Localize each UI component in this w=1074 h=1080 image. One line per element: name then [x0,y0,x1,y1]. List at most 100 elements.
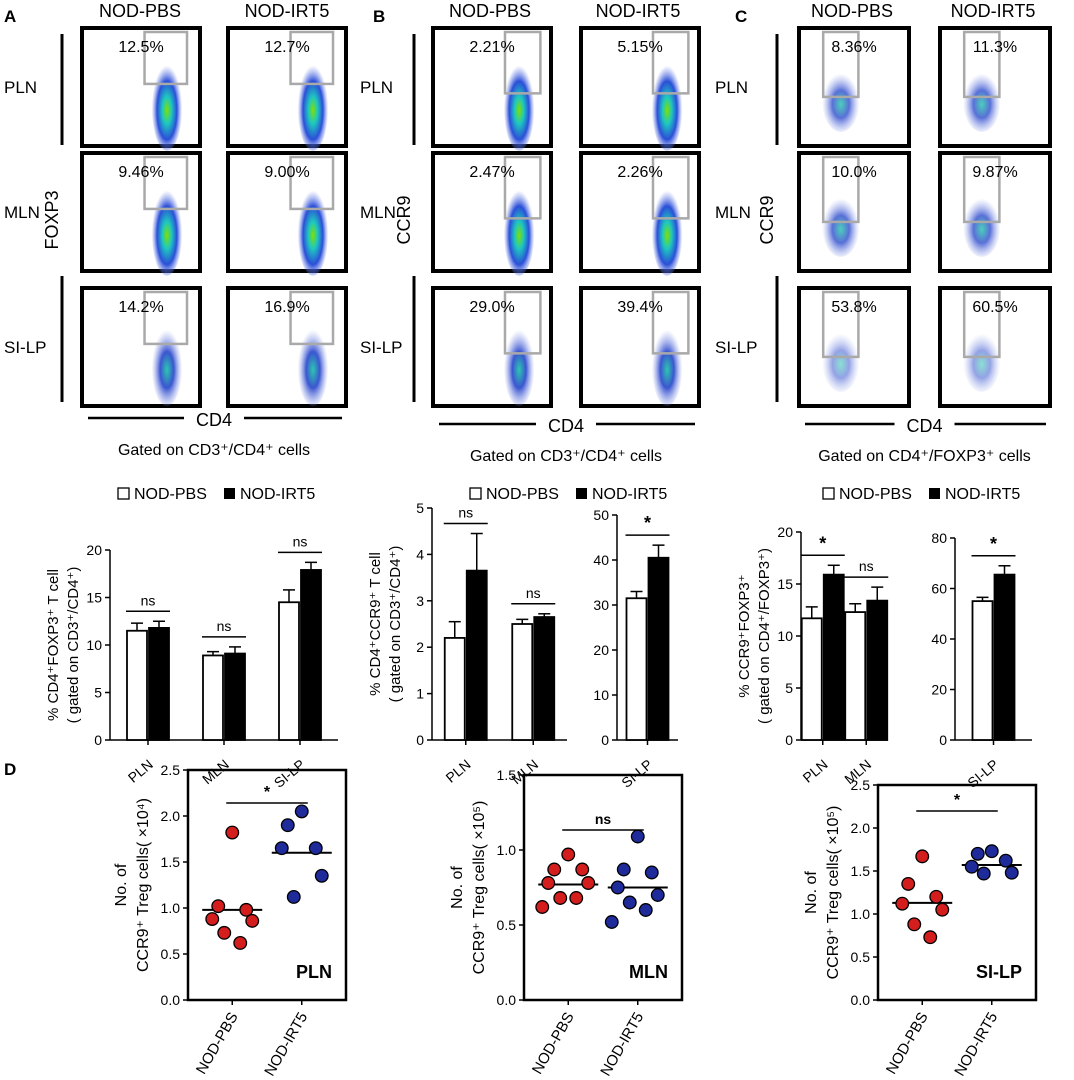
x-tick-label: NOD-PBS [883,1010,932,1078]
data-point [604,915,619,929]
y-tick-label: 0 [939,732,947,748]
gate-percentage: 9.00% [264,164,309,181]
flow-plot: 29.0% [431,286,553,408]
flow-plot: 9.46% [80,151,202,276]
y-axis-title: No. of [449,866,466,909]
bar-NOD-IRT5 [148,627,170,741]
gate-percentage: 16.9% [264,299,309,316]
data-point [895,896,910,911]
flow-plot: 12.5% [80,26,202,151]
gate-box [962,290,1001,359]
data-point [245,913,260,928]
y-tick-label: 2.5 [161,762,181,778]
y-tick-label: 0.0 [161,992,181,1008]
data-point [622,895,637,910]
gate-percentage: 60.5% [972,299,1017,316]
flow-plot: 16.9% [226,286,348,408]
tissue-label: MLN [629,962,668,982]
gating-note: Gated on CD3⁺/CD4⁺ cells [118,442,310,459]
data-point [274,841,289,856]
dot-plot-D-PLN: 0.0 0.5 1.0 1.5 2.0 2.5 NOD-PBS NOD-IRT5 * PLN No.… [113,762,348,1079]
event-density [651,325,683,406]
significance-label: ns [595,811,612,827]
panel-letter: C [735,7,747,26]
flow-plot: 10.0% [797,151,911,273]
bar-chart-A-bar: 0 5 10 15 20 PLN ns MLN ns SI-LP ns % CD4⁺FOXP3⁺ T … [45,533,338,791]
gate-box [962,155,1001,224]
y-tick-label: 20 [931,682,947,698]
legend-swatch-pbs [469,487,482,500]
bar-NOD-IRT5 [224,652,246,741]
data-point [935,902,950,917]
legend-swatch-irt5 [929,488,940,499]
data-point [308,841,323,856]
tissue-label: PLN [296,962,332,982]
y-tick-label: 0.5 [851,949,871,965]
gate-box [651,30,690,95]
y-tick-label: 2.0 [161,808,181,824]
y-axis-title-sub: CCR9⁺ Treg cells( ×10⁵) [825,806,842,980]
event-density [151,61,183,151]
bar-chart-B-bar-right: 0 10 20 30 40 50 SI-LP * [593,507,678,791]
data-point [901,876,916,891]
legend-label-pbs: NOD-PBS [839,486,912,503]
x-tick-label: MLN [199,756,232,787]
bar-NOD-PBS [511,623,534,741]
significance-label: * [264,784,271,801]
y-axis-title: No. of [113,863,130,906]
gate-box [651,155,690,220]
gate-box [503,155,542,220]
legend-swatch-irt5 [576,488,587,499]
data-point [970,846,985,861]
y-axis-title: % CCR9⁺FOXP3⁺ [736,574,753,697]
bar-NOD-IRT5 [533,616,556,741]
y-axis-label: CCR9 [394,195,414,244]
flow-plot: 53.8% [797,286,911,408]
y-tick-label: 20 [777,524,793,540]
data-point [280,818,295,833]
data-point [929,889,944,904]
flow-plot: 11.3% [938,26,1052,148]
row-label: SI-LP [360,338,403,357]
y-tick-label: 15 [777,576,793,592]
gate-box [143,155,189,211]
flow-panel-B: B NOD-PBS NOD-IRT5 CCR9 PLN 2.21% 5.15% MLN 2.47… [360,1,701,465]
data-point [616,862,631,877]
data-point [984,844,999,859]
gate-percentage: 29.0% [469,299,514,316]
x-tick-label: NOD-IRT5 [951,1010,1001,1080]
bar-NOD-IRT5 [822,573,845,741]
significance-label: ns [458,505,473,521]
y-tick-label: 1.5 [851,863,871,879]
bar-NOD-PBS [443,637,466,741]
row-label: PLN [715,78,748,97]
gate-box [503,30,542,95]
y-tick-label: 4 [416,546,424,562]
gating-note: Gated on CD4⁺/FOXP3⁺ cells [818,448,1031,465]
bar-NOD-PBS [800,617,823,741]
data-point [535,900,550,914]
y-tick-label: 5 [416,500,424,516]
gate-box [821,155,860,224]
flow-panel-A: A NOD-PBS NOD-IRT5 FOXP3 PLN 12.5% 12.7% MLN 9.4… [4,1,348,459]
y-tick-label: 0 [416,732,424,748]
x-tick-label: NOD-PBS [193,1010,242,1078]
y-tick-label: 0.5 [161,946,181,962]
y-tick-label: 0.0 [851,992,871,1008]
y-tick-label: 0.5 [497,917,517,933]
event-density [651,61,683,151]
gate-percentage: 10.0% [831,164,876,181]
y-tick-label: 3 [416,593,424,609]
x-tick-label: PLN [800,756,831,786]
significance-label: ns [141,592,156,608]
event-density [963,70,1001,132]
significance-label: * [954,792,961,809]
data-point [915,849,930,864]
flow-plot: 12.7% [226,26,348,151]
x-axis-label: CD4 [196,410,232,430]
legend-label-irt5: NOD-IRT5 [945,486,1020,503]
data-point [575,862,590,877]
y-axis-title-sub: ( gated on CD3⁺/CD4⁺) [65,567,82,724]
data-point [976,866,991,881]
